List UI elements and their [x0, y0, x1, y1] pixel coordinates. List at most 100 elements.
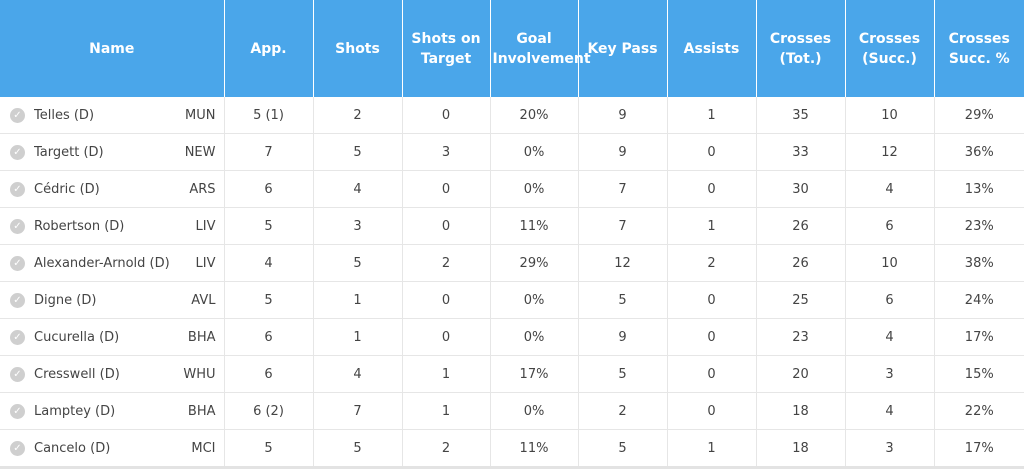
- cell-assists: 1: [667, 207, 757, 245]
- team-code: MUN: [185, 107, 216, 123]
- cell-assists: 0: [667, 318, 757, 356]
- cell-goal-involvement: 11%: [490, 207, 579, 245]
- cell-key-pass: 5: [578, 355, 668, 393]
- cell-assists: 0: [667, 170, 757, 208]
- table-row[interactable]: ✓ Targett (D) NEW 7 5 3 0% 9 0 33 12 36%: [0, 133, 1024, 171]
- cell-shots: 5: [313, 133, 403, 171]
- cell-shots-on-target: 1: [402, 392, 491, 430]
- cell-crosses-tot: 18: [756, 429, 846, 469]
- check-circle-icon: ✓: [10, 144, 25, 160]
- cell-key-pass: 12: [578, 244, 668, 282]
- cell-key-pass: 9: [578, 318, 668, 356]
- col-header-goal-involvement[interactable]: Goal Involvement: [490, 0, 591, 97]
- cell-shots: 1: [313, 318, 403, 356]
- cell-app: 6: [224, 318, 314, 356]
- team-code: MCI: [191, 440, 216, 456]
- player-name[interactable]: Digne (D): [34, 292, 97, 308]
- player-name[interactable]: Robertson (D): [34, 218, 125, 234]
- table-row[interactable]: ✓ Telles (D) MUN 5 (1) 2 0 20% 9 1 35 10 29%: [0, 97, 1024, 134]
- cell-shots: 2: [313, 97, 403, 134]
- player-name[interactable]: Telles (D): [34, 107, 95, 123]
- cell-crosses-succ: 10: [845, 244, 935, 282]
- cell-crosses-pct: 22%: [934, 392, 1024, 430]
- header-label-line: Crosses: [948, 30, 1010, 47]
- col-header-crosses-tot[interactable]: Crosses (Tot.): [756, 0, 846, 97]
- header-label-line: App.: [250, 40, 287, 57]
- cell-app: 7: [224, 133, 314, 171]
- cell-crosses-succ: 4: [845, 318, 935, 356]
- cell-shots-on-target: 0: [402, 207, 491, 245]
- cell-key-pass: 5: [578, 429, 668, 469]
- table-row[interactable]: ✓ Lamptey (D) BHA 6 (2) 7 1 0% 2 0 18 4 22%: [0, 392, 1024, 430]
- cell-shots-on-target: 0: [402, 170, 491, 208]
- table-row[interactable]: ✓ Cucurella (D) BHA 6 1 0 0% 9 0 23 4 17%: [0, 318, 1024, 356]
- col-header-crosses-pct[interactable]: Crosses Succ. %: [934, 0, 1024, 97]
- cell-shots: 5: [313, 429, 403, 469]
- player-cell: ✓ Cédric (D) ARS: [0, 170, 225, 208]
- player-name[interactable]: Cresswell (D): [34, 366, 120, 382]
- player-name[interactable]: Alexander-Arnold (D): [34, 255, 170, 271]
- cell-crosses-succ: 4: [845, 170, 935, 208]
- player-name[interactable]: Cancelo (D): [34, 440, 111, 456]
- cell-crosses-succ: 3: [845, 355, 935, 393]
- cell-goal-involvement: 0%: [490, 133, 579, 171]
- table-row[interactable]: ✓ Robertson (D) LIV 5 3 0 11% 7 1 26 6 23%: [0, 207, 1024, 245]
- header-label-line: Involvement: [492, 50, 591, 67]
- cell-app: 6: [224, 170, 314, 208]
- cell-goal-involvement: 0%: [490, 281, 579, 319]
- cell-shots: 5: [313, 244, 403, 282]
- cell-assists: 0: [667, 281, 757, 319]
- header-label-line: Shots on: [411, 30, 481, 47]
- header-label-line: Assists: [683, 40, 740, 57]
- player-cell: ✓ Cucurella (D) BHA: [0, 318, 225, 356]
- table-row[interactable]: ✓ Digne (D) AVL 5 1 0 0% 5 0 25 6 24%: [0, 281, 1024, 319]
- header-label-line: Shots: [335, 40, 380, 57]
- cell-crosses-pct: 24%: [934, 281, 1024, 319]
- check-circle-icon: ✓: [10, 440, 25, 456]
- cell-crosses-pct: 13%: [934, 170, 1024, 208]
- cell-app: 5 (1): [224, 97, 314, 134]
- cell-crosses-tot: 35: [756, 97, 846, 134]
- player-cell: ✓ Targett (D) NEW: [0, 133, 225, 171]
- cell-app: 6: [224, 355, 314, 393]
- player-name[interactable]: Cédric (D): [34, 181, 100, 197]
- cell-shots-on-target: 0: [402, 281, 491, 319]
- cell-crosses-tot: 25: [756, 281, 846, 319]
- cell-app: 6 (2): [224, 392, 314, 430]
- cell-crosses-tot: 18: [756, 392, 846, 430]
- col-header-shots-on-target[interactable]: Shots on Target: [402, 0, 491, 97]
- cell-assists: 1: [667, 429, 757, 469]
- player-cell: ✓ Digne (D) AVL: [0, 281, 225, 319]
- header-label-line: Key Pass: [587, 40, 658, 57]
- cell-assists: 1: [667, 97, 757, 134]
- cell-shots-on-target: 1: [402, 355, 491, 393]
- cell-goal-involvement: 17%: [490, 355, 579, 393]
- cell-app: 5: [224, 429, 314, 469]
- table-row[interactable]: ✓ Alexander-Arnold (D) LIV 4 5 2 29% 12 2 26 10 38%: [0, 244, 1024, 282]
- cell-assists: 0: [667, 133, 757, 171]
- col-header-app[interactable]: App.: [224, 0, 314, 97]
- header-label-line: Crosses: [858, 30, 921, 47]
- player-name[interactable]: Targett (D): [34, 144, 104, 160]
- col-header-name[interactable]: Name: [0, 0, 225, 97]
- player-cell: ✓ Telles (D) MUN: [0, 97, 225, 134]
- cell-crosses-pct: 29%: [934, 97, 1024, 134]
- cell-crosses-pct: 17%: [934, 429, 1024, 469]
- col-header-shots[interactable]: Shots: [313, 0, 403, 97]
- cell-crosses-succ: 12: [845, 133, 935, 171]
- cell-crosses-tot: 23: [756, 318, 846, 356]
- check-circle-icon: ✓: [10, 403, 25, 419]
- player-cell: ✓ Robertson (D) LIV: [0, 207, 225, 245]
- check-circle-icon: ✓: [10, 366, 25, 382]
- col-header-assists[interactable]: Assists: [667, 0, 757, 97]
- cell-key-pass: 9: [578, 133, 668, 171]
- table-row[interactable]: ✓ Cancelo (D) MCI 5 5 2 11% 5 1 18 3 17%: [0, 429, 1024, 469]
- col-header-crosses-succ[interactable]: Crosses (Succ.): [845, 0, 935, 97]
- table-row[interactable]: ✓ Cédric (D) ARS 6 4 0 0% 7 0 30 4 13%: [0, 170, 1024, 208]
- table-body: ✓ Telles (D) MUN 5 (1) 2 0 20% 9 1 35 10 29% ✓ Target…: [0, 97, 1024, 469]
- col-header-key-pass[interactable]: Key Pass: [578, 0, 668, 97]
- table-row[interactable]: ✓ Cresswell (D) WHU 6 4 1 17% 5 0 20 3 15%: [0, 355, 1024, 393]
- player-name[interactable]: Cucurella (D): [34, 329, 120, 345]
- cell-shots-on-target: 0: [402, 97, 491, 134]
- player-name[interactable]: Lamptey (D): [34, 403, 116, 419]
